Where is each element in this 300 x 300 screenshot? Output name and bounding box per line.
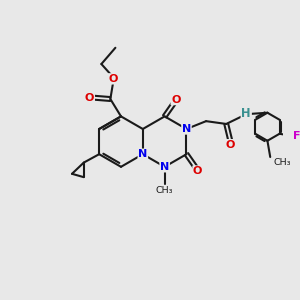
Text: O: O	[109, 74, 118, 84]
Text: N: N	[160, 162, 169, 172]
Text: H: H	[241, 107, 250, 120]
Text: H: H	[242, 109, 251, 119]
Text: N: N	[182, 124, 191, 134]
Text: O: O	[171, 94, 181, 105]
Text: N: N	[138, 149, 147, 159]
Text: O: O	[193, 166, 202, 176]
Text: CH₃: CH₃	[274, 158, 291, 167]
Text: H: H	[242, 109, 251, 119]
Text: CH₃: CH₃	[156, 186, 173, 195]
Text: O: O	[226, 140, 235, 150]
Text: F: F	[293, 131, 300, 141]
Text: O: O	[85, 93, 94, 103]
